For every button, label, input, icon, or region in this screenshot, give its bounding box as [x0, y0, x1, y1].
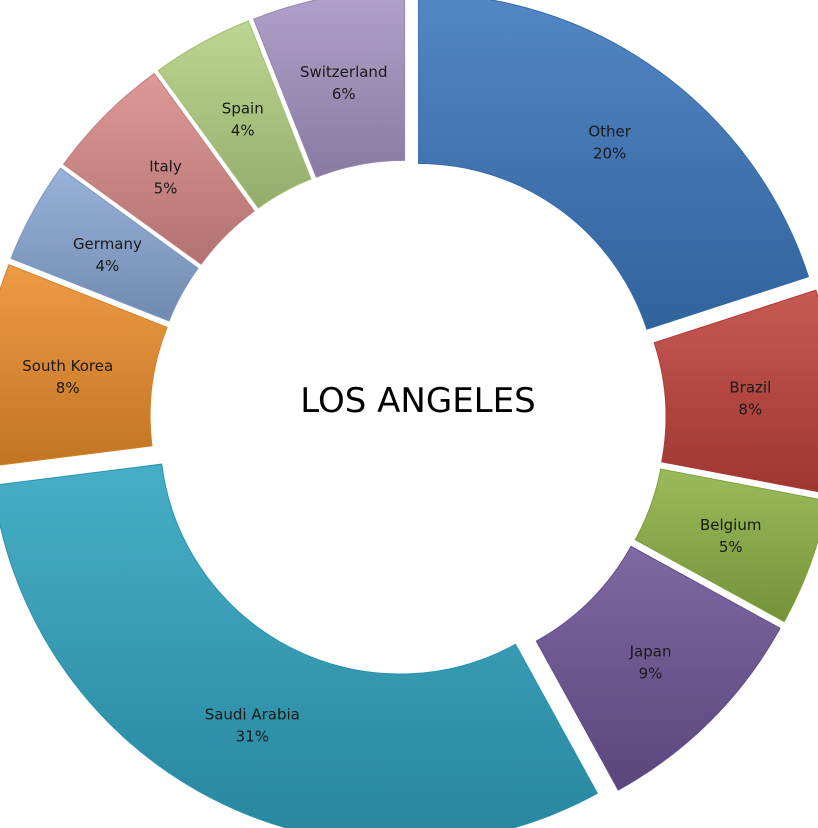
slice-name: Italy: [149, 157, 182, 175]
slice-label-belgium: Belgium 5%: [700, 516, 762, 556]
slice-label-saudi-arabia: Saudi Arabia 31%: [205, 706, 300, 746]
slice-label-south-korea: South Korea 8%: [22, 357, 113, 397]
slice-value: 8%: [56, 379, 80, 397]
slice-brazil: [653, 289, 818, 493]
slice-south-korea: [0, 264, 168, 466]
slice-label-japan: Japan 9%: [629, 643, 672, 683]
slice-label-other: Other 20%: [588, 123, 631, 163]
slice-other: [418, 0, 810, 330]
slice-saudi-arabia: [0, 463, 599, 828]
slice-name: Germany: [73, 235, 142, 253]
slice-name: Brazil: [729, 378, 771, 396]
slice-label-germany: Germany 4%: [73, 235, 142, 275]
slice-name: South Korea: [22, 357, 113, 375]
slice-belgium: [634, 468, 818, 623]
slice-japan: [535, 545, 781, 791]
slice-italy: [62, 72, 255, 265]
slice-spain: [157, 20, 312, 209]
slice-name: Other: [588, 123, 631, 141]
slice-name: Spain: [222, 99, 264, 117]
slice-value: 31%: [236, 728, 269, 746]
slice-value: 4%: [231, 121, 255, 139]
slice-value: 8%: [738, 400, 762, 418]
slice-switzerland: [253, 0, 406, 178]
chart-title: LOS ANGELES: [300, 381, 535, 421]
slice-value: 6%: [332, 85, 356, 103]
labels-layer: Other 20% Brazil 8% Belgium 5% Japan 9% Saudi Ar…: [22, 63, 771, 746]
slice-value: 9%: [639, 665, 663, 683]
slice-name: Saudi Arabia: [205, 706, 300, 724]
slice-label-switzerland: Switzerland 6%: [300, 63, 388, 103]
slice-value: 20%: [593, 145, 626, 163]
slice-value: 4%: [96, 257, 120, 275]
slice-name: Japan: [629, 643, 672, 661]
slice-germany: [10, 167, 199, 322]
slice-label-brazil: Brazil 8%: [729, 378, 771, 418]
slice-name: Switzerland: [300, 63, 388, 81]
slice-name: Belgium: [700, 516, 762, 534]
slice-value: 5%: [719, 538, 743, 556]
slice-label-spain: Spain 4%: [222, 99, 264, 139]
slice-value: 5%: [154, 179, 178, 197]
slice-label-italy: Italy 5%: [149, 157, 182, 197]
